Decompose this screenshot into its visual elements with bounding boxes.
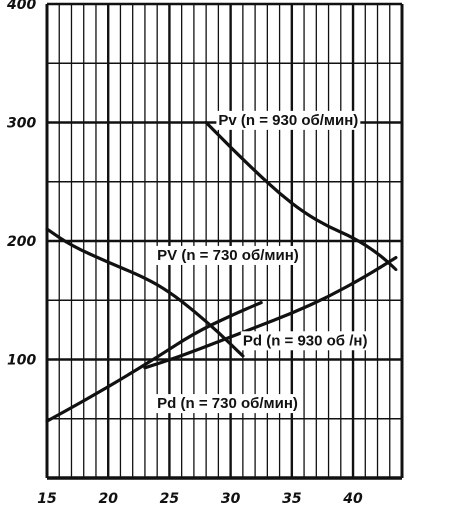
- y-tick-label: 200: [7, 234, 36, 250]
- x-tick-label: 25: [160, 491, 180, 507]
- curve-label-2: PV (n = 730 об/мин): [157, 247, 299, 264]
- curve-label-bg-1: [216, 110, 361, 130]
- label-layer: Pv (n = 930 об/мин) PV (n = 730 об/мин) Pd…: [155, 110, 370, 414]
- y-tick-label: 300: [7, 116, 36, 132]
- x-tick-label: 35: [282, 491, 302, 507]
- curve-label-bg-3: [240, 331, 370, 351]
- curve-label-3: Pd (n = 930 об /н): [243, 332, 368, 349]
- curve-label-1: Pv (n = 930 об/мин): [218, 112, 358, 129]
- y-tick-label: 100: [7, 353, 36, 369]
- x-tick-label: 15: [37, 491, 57, 507]
- x-tick-label: 30: [221, 491, 241, 507]
- curve-label-bg-4: [155, 394, 300, 414]
- tick-layer: 100 200 300 400 15 20 25 30 35 40: [6, 0, 363, 507]
- series-line-2: [45, 227, 245, 358]
- series-line-3: [143, 256, 398, 370]
- curve-label-bg-2: [155, 245, 301, 265]
- curve-label-4: Pd (n = 730 об/мин): [157, 395, 298, 412]
- y-tick-label: 400: [6, 0, 36, 13]
- x-tick-label: 20: [98, 491, 118, 507]
- x-tick-label: 40: [342, 491, 363, 507]
- series-line-1: [204, 120, 398, 271]
- series-layer: [45, 120, 398, 423]
- series-line-4: [45, 300, 263, 423]
